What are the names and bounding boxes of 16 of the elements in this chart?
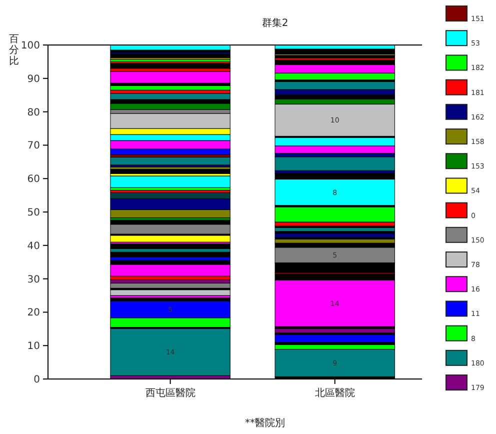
y-tick-label: 20 — [27, 308, 40, 319]
y-tick-label: 0 — [34, 374, 40, 386]
y-tick-label: 80 — [27, 107, 40, 118]
y-tick-label: 10 — [27, 341, 40, 352]
chart-title: 群集2 — [262, 17, 288, 29]
x-axis-title: **醫院別 — [245, 417, 285, 429]
y-tick-label: 30 — [27, 274, 40, 286]
y-tick-label: 100 — [20, 40, 40, 52]
y-tick-label: 60 — [27, 174, 40, 186]
y-tick-label: 70 — [27, 140, 40, 152]
y-tick-label: 90 — [27, 74, 40, 85]
x-tick-label: 北區醫院 — [314, 387, 355, 399]
y-axis-title: 百分比 — [9, 34, 19, 67]
x-tick-label: 西屯區醫院 — [145, 387, 196, 399]
y-tick-label: 50 — [27, 208, 40, 218]
y-tick-label: 40 — [27, 240, 40, 252]
